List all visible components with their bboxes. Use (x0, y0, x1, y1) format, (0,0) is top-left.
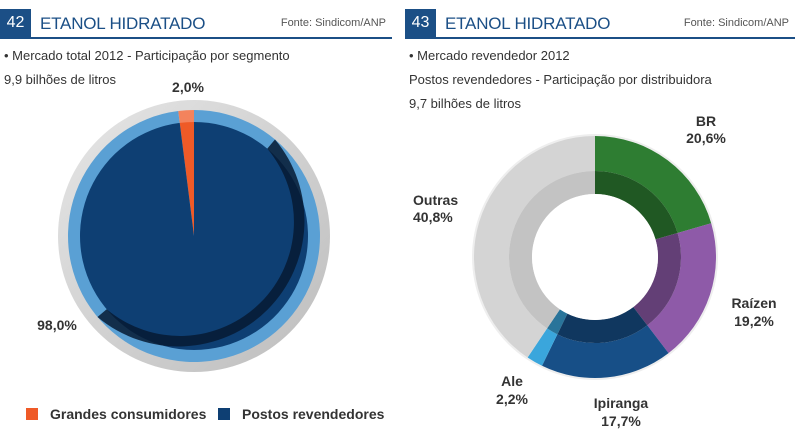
donut-slice-inner (509, 171, 595, 329)
category-label-outras: Outras (413, 192, 458, 208)
category-label-raizen: Raízen (731, 295, 776, 311)
pie-chart: 2,0% 98,0% (37, 79, 330, 372)
donut-slice-ipiranga (542, 325, 669, 378)
donut-slice-ale (527, 328, 558, 366)
data-label-outras: 40,8% (413, 209, 453, 225)
donut-slice-inner (595, 171, 678, 240)
pie-slice (80, 122, 309, 350)
chart-title: ETANOL HIDRATADO (40, 14, 206, 33)
chart-subtitle-segment: Postos revendedores - Participação por d… (409, 72, 712, 87)
category-label-ipiranga: Ipiranga (594, 395, 649, 411)
chart-source: Fonte: Sindicom/ANP (683, 17, 789, 29)
data-label-grandes-consumidores: 2,0% (172, 79, 204, 95)
legend-swatch (26, 408, 38, 420)
category-label-ale: Ale (501, 373, 523, 389)
donut-slice-outras (474, 136, 595, 358)
chart-subtitle: • Mercado total 2012 - Participação por … (4, 48, 290, 63)
donut-slice-inner (557, 307, 648, 343)
legend-label: Grandes consumidores (50, 406, 207, 422)
donut-hole (532, 194, 658, 320)
donut-slice-inner (633, 232, 681, 326)
chart-source: Fonte: Sindicom/ANP (280, 17, 386, 29)
chart-header: 43 ETANOL HIDRATADO Fonte: Sindicom/ANP (405, 9, 795, 39)
chart-title: ETANOL HIDRATADO (445, 14, 611, 33)
legend-label: Postos revendedores (242, 406, 385, 422)
chart-total-volume: 9,7 bilhões de litros (409, 96, 522, 111)
chart-number: 43 (405, 9, 436, 37)
panel-distribuidora: 43 ETANOL HIDRATADO Fonte: Sindicom/ANP … (405, 0, 795, 446)
data-label-br: 20,6% (686, 130, 726, 146)
donut-slice-br (595, 136, 712, 233)
pie-rim-shadow (97, 139, 305, 347)
chart-total-volume: 9,9 bilhões de litros (4, 72, 117, 87)
donut-slice-raizen (647, 223, 716, 354)
category-label-br: BR (696, 113, 716, 129)
chart-subtitle: • Mercado revendedor 2012 (409, 48, 570, 63)
legend-swatch (218, 408, 230, 420)
chart-header: 42 ETANOL HIDRATADO Fonte: Sindicom/ANP (0, 9, 392, 39)
donut-slice-inner (547, 309, 568, 335)
data-label-postos-revendedores: 98,0% (37, 317, 77, 333)
data-label-ipiranga: 17,7% (601, 413, 641, 429)
pie-slice (179, 122, 194, 236)
data-label-raizen: 19,2% (734, 313, 774, 329)
data-label-ale: 2,2% (496, 391, 528, 407)
chart-number: 42 (0, 9, 31, 37)
panel-segmento: 42 ETANOL HIDRATADO Fonte: Sindicom/ANP … (0, 0, 392, 446)
